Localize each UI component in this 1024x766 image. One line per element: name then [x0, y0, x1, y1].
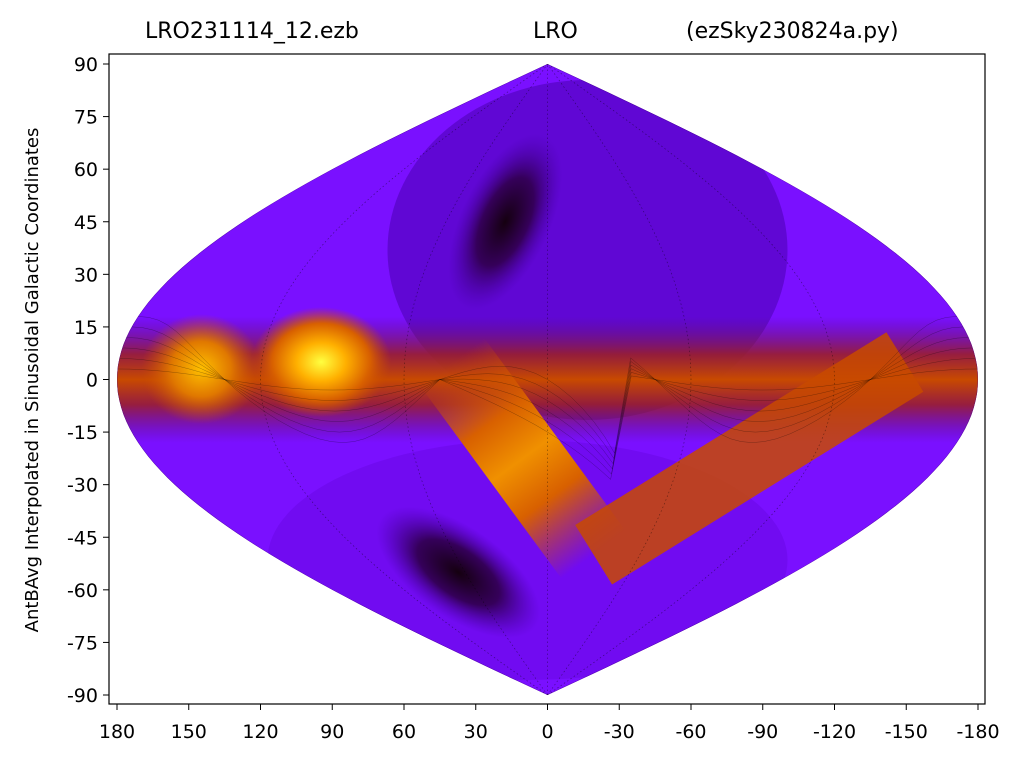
y-tick-label: -45: [67, 527, 98, 549]
x-axis: 180 150 120 90 60 30 0 -30 -60 -90 -120 -150 -180: [99, 704, 1000, 743]
y-tick-label: 15: [74, 317, 98, 339]
x-tick-label: -60: [675, 721, 706, 743]
meridian-line: [547, 64, 835, 695]
y-tick-label: -75: [67, 632, 98, 654]
y-axis: 90 75 60 45 30 15 0 -15 -30 -45 -60 -75 -90: [67, 54, 109, 707]
x-tick-label: 60: [392, 721, 416, 743]
y-tick-label: -15: [67, 422, 98, 444]
contour-line: [117, 368, 978, 480]
title-center: LRO: [533, 19, 578, 44]
y-tick-label: 45: [74, 212, 98, 234]
x-tick-label: 30: [464, 721, 488, 743]
y-tick-label: 60: [74, 159, 98, 181]
meridian-line: [403, 64, 548, 695]
x-tick-label: -180: [956, 721, 999, 743]
crossing-band: [419, 338, 626, 579]
y-tick-label: 90: [74, 54, 98, 76]
low-region-4: [447, 133, 563, 310]
x-tick-label: 120: [242, 721, 278, 743]
x-tick-label: 150: [171, 721, 207, 743]
peak-1: [251, 306, 392, 417]
x-tick-label: 0: [541, 721, 553, 743]
title-left: LRO231114_12.ezb: [145, 19, 359, 44]
title-right: (ezSky230824a.py): [686, 19, 899, 44]
y-axis-label: AntBAvg Interpolated in Sinusoidal Galac…: [22, 128, 43, 633]
y-tick-label: 75: [74, 107, 98, 129]
contour-line: [126, 337, 969, 465]
x-tick-label: -120: [813, 721, 856, 743]
y-tick-label: 30: [74, 264, 98, 286]
y-tick-label: -90: [67, 685, 98, 707]
x-tick-label: -30: [604, 721, 635, 743]
y-tick-label: -30: [67, 475, 98, 497]
meridian-line: [260, 64, 548, 695]
y-tick-label: 0: [86, 370, 98, 392]
peak-2: [141, 313, 262, 424]
meridian-line: [547, 64, 692, 695]
x-tick-label: 90: [320, 721, 344, 743]
map-outline: [117, 64, 978, 695]
x-tick-label: 180: [99, 721, 135, 743]
y-tick-label: -60: [67, 580, 98, 602]
east-arm-band: [575, 332, 924, 585]
x-tick-label: -90: [747, 721, 778, 743]
low-region-5: [376, 506, 541, 639]
x-tick-label: -150: [885, 721, 928, 743]
